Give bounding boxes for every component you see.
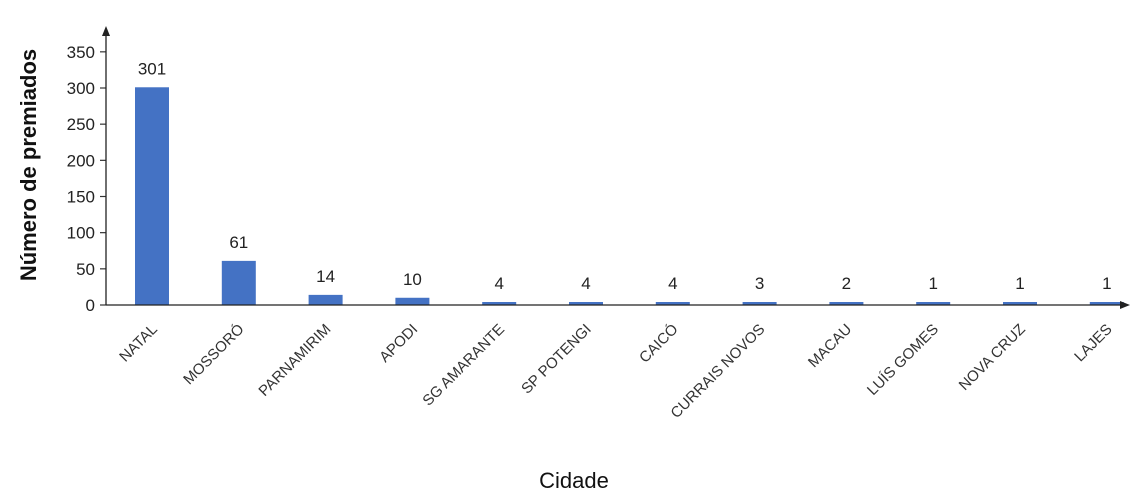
- bar: [221, 260, 256, 305]
- category-label: CAICÓ: [636, 321, 682, 367]
- category-label: MOSSORÓ: [180, 321, 247, 388]
- y-tick-label: 50: [76, 260, 95, 279]
- category-label: PARNAMIRIM: [255, 321, 334, 400]
- bar: [829, 302, 864, 305]
- category-label: NATAL: [116, 321, 161, 366]
- data-label: 14: [316, 267, 335, 286]
- bar: [482, 302, 517, 305]
- y-tick-label: 300: [67, 79, 95, 98]
- x-axis-arrow: [1120, 301, 1130, 309]
- data-label: 4: [581, 274, 590, 293]
- category-label: LAJES: [1071, 321, 1115, 365]
- bar: [1089, 302, 1124, 305]
- y-tick-label: 150: [67, 188, 95, 207]
- bar: [916, 302, 951, 305]
- data-label: 4: [494, 274, 503, 293]
- x-axis-title: Cidade: [539, 468, 609, 493]
- y-tick-label: 250: [67, 115, 95, 134]
- category-label: SG AMARANTE: [419, 321, 508, 410]
- y-tick-label: 0: [86, 296, 95, 315]
- data-label: 1: [1015, 274, 1024, 293]
- data-label: 1: [928, 274, 937, 293]
- category-label: APODI: [376, 321, 421, 366]
- data-label: 4: [668, 274, 677, 293]
- data-label: 61: [229, 233, 248, 252]
- bars: [135, 87, 1124, 305]
- axes: [102, 26, 1130, 309]
- y-tick-label: 100: [67, 224, 95, 243]
- bar: [395, 297, 430, 305]
- bar: [308, 294, 343, 305]
- bar: [135, 87, 169, 305]
- y-tick-label: 350: [67, 43, 95, 62]
- y-tick-label: 200: [67, 151, 95, 170]
- category-label: MACAU: [805, 321, 855, 371]
- data-label: 301: [138, 59, 166, 78]
- y-axis-ticks: 0 50 100 150 200 250 300 350: [67, 43, 106, 315]
- y-axis-arrow: [102, 26, 110, 36]
- category-label: LUÍS GOMES: [864, 321, 942, 399]
- bar: [742, 302, 777, 305]
- bar: [569, 302, 603, 305]
- data-labels: 301 61 14 10 4 4 4 3 2 1 1 1: [138, 59, 1112, 293]
- category-label: SP POTENGI: [518, 321, 595, 398]
- category-label: NOVA CRUZ: [956, 321, 1029, 394]
- bar: [655, 302, 690, 305]
- bar: [1003, 302, 1037, 305]
- y-axis-title: Número de premiados: [16, 49, 41, 281]
- data-label: 2: [842, 274, 851, 293]
- data-label: 10: [403, 270, 422, 289]
- category-label: CURRAIS NOVOS: [667, 321, 768, 422]
- data-label: 3: [755, 274, 764, 293]
- data-label: 1: [1102, 274, 1111, 293]
